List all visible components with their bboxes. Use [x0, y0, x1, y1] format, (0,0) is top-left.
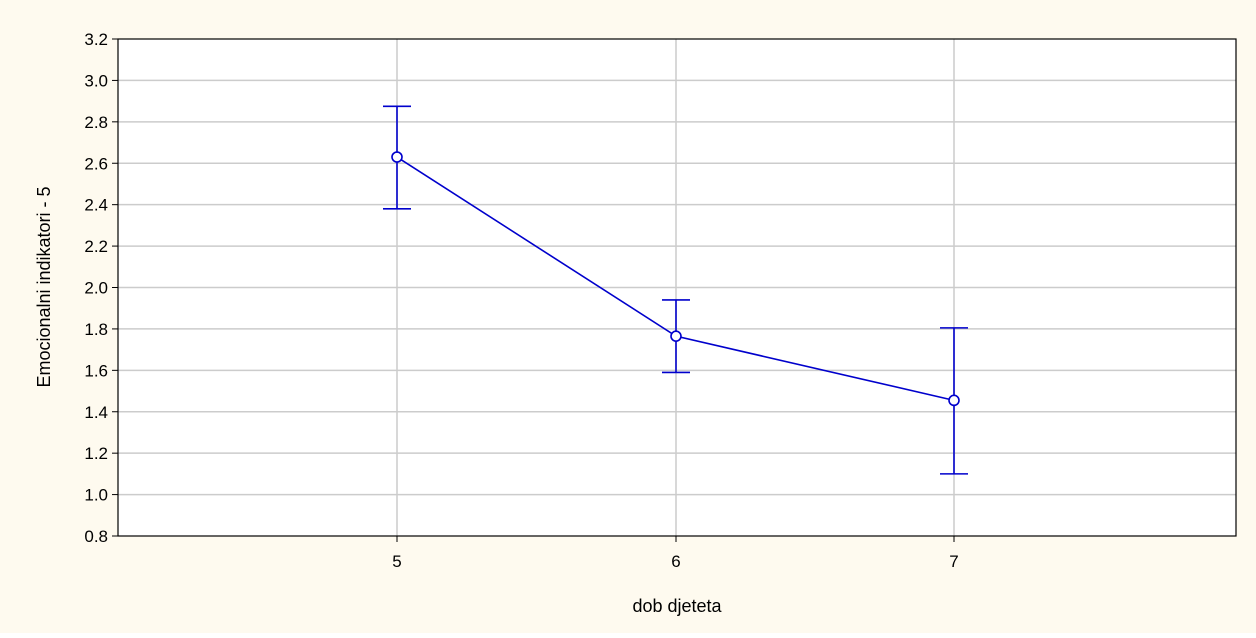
x-tick-label: 6	[671, 552, 680, 571]
y-tick-label: 2.4	[84, 196, 108, 215]
data-point-marker	[948, 394, 960, 407]
series-markers	[383, 105, 968, 475]
y-axis-label: Emocionalni indikatori - 5	[34, 186, 54, 387]
y-tick-label: 3.2	[84, 30, 108, 49]
y-tick-label: 1.6	[84, 361, 108, 380]
y-tick-label: 0.8	[84, 527, 108, 546]
y-tick-label: 3.0	[84, 71, 108, 90]
y-axis-ticks: 0.8 1.0 1.2 1.4 1.6 1.8 2.0 2.2 2.4 2.6 2.8 3.0 3.2	[84, 30, 118, 546]
grid-lines	[118, 39, 1236, 536]
plot-border	[117, 38, 1237, 537]
x-tick-label: 7	[949, 552, 958, 571]
x-tick-label: 5	[392, 552, 401, 571]
y-tick-label: 1.2	[84, 444, 108, 463]
x-axis-ticks: 5 6 7	[392, 536, 959, 571]
data-point-marker	[670, 330, 682, 342]
y-tick-label: 2.8	[84, 113, 108, 132]
x-axis-label: dob djeteta	[632, 596, 722, 616]
y-tick-label: 1.4	[84, 403, 108, 422]
y-tick-label: 2.0	[84, 279, 108, 298]
y-tick-label: 1.8	[84, 320, 108, 339]
y-tick-label: 2.6	[84, 154, 108, 173]
y-tick-label: 1.0	[84, 486, 108, 505]
y-tick-label: 2.2	[84, 237, 108, 256]
data-point-marker	[391, 151, 403, 163]
